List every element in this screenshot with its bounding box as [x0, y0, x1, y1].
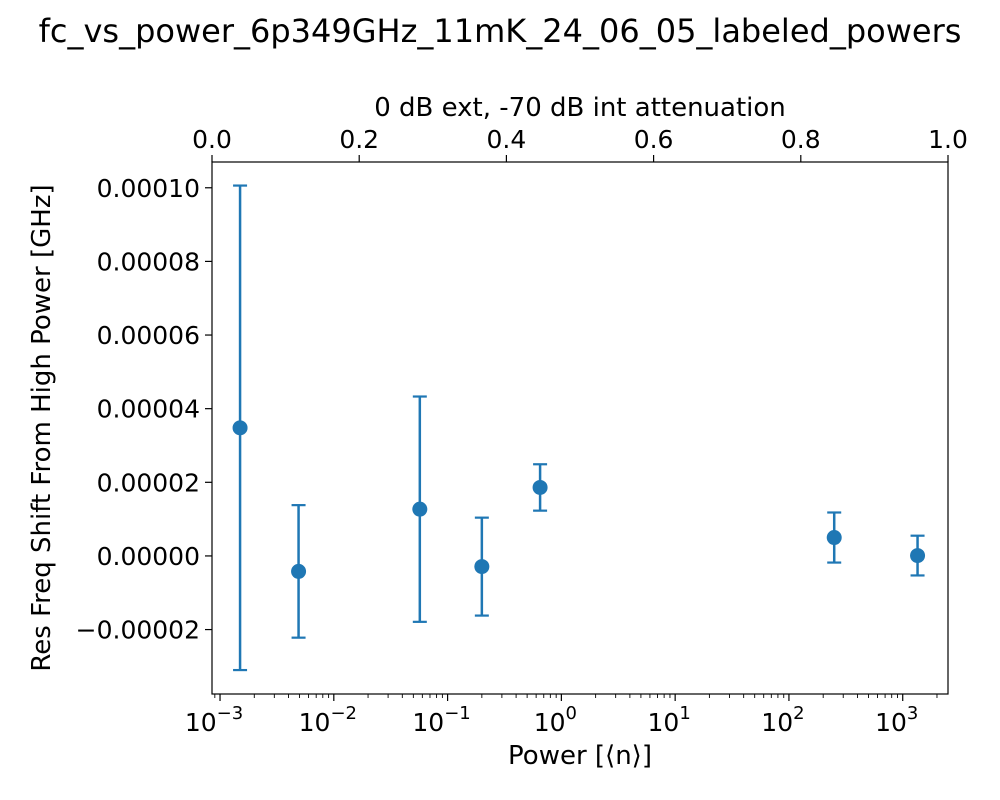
- tick-layer: 10−3 10−2 10−1 100 101 102 103 −0.00002 0.00000 0…: [76, 125, 968, 737]
- top-x-axis-label: 0 dB ext, -70 dB int attenuation: [374, 93, 786, 123]
- top-x-tick-label: 0.8: [781, 125, 821, 154]
- top-x-tick-label: 1.0: [928, 125, 968, 154]
- top-x-tick-label: 0.6: [634, 125, 674, 154]
- data-point-group: [412, 395, 428, 623]
- data-point-group: [910, 534, 926, 577]
- chart-title: fc_vs_power_6p349GHz_11mK_24_06_05_label…: [39, 12, 962, 50]
- y-tick-label: 0.00008: [97, 247, 200, 276]
- x-tick-label: 10−1: [412, 703, 470, 737]
- top-x-tick-label: 0.4: [487, 125, 527, 154]
- data-point: [826, 530, 842, 546]
- x-tick-label: 10−3: [185, 703, 243, 737]
- data-point-group: [826, 511, 842, 564]
- data-point: [412, 501, 428, 517]
- x-tick-label: 102: [761, 703, 804, 737]
- data-point: [910, 548, 926, 564]
- x-tick-label: 100: [534, 703, 577, 737]
- y-tick-label: 0.00004: [97, 395, 200, 424]
- data-point-group: [532, 463, 548, 512]
- data-point: [532, 479, 548, 495]
- data-point-group: [291, 504, 307, 639]
- x-tick-label: 103: [875, 703, 918, 737]
- top-x-tick-label: 0.0: [192, 125, 232, 154]
- y-tick-label: 0.00000: [97, 542, 200, 571]
- data-point: [291, 563, 307, 579]
- data-marks: [232, 184, 926, 672]
- x-tick-label: 101: [648, 703, 691, 737]
- x-axis-label: Power [⟨n⟩]: [508, 741, 652, 771]
- y-tick-label: −0.00002: [76, 616, 200, 645]
- y-tick-label: 0.00002: [97, 468, 200, 497]
- y-axis-label: Res Freq Shift From High Power [GHz]: [27, 184, 57, 671]
- data-point: [232, 420, 248, 436]
- data-point-group: [474, 516, 490, 617]
- y-tick-label: 0.00010: [97, 174, 200, 203]
- data-point: [474, 559, 490, 575]
- data-point-group: [232, 184, 248, 672]
- plot-frame: [211, 161, 949, 695]
- x-tick-label: 10−2: [299, 703, 357, 737]
- y-tick-label: 0.00006: [97, 321, 200, 350]
- top-x-tick-label: 0.2: [339, 125, 379, 154]
